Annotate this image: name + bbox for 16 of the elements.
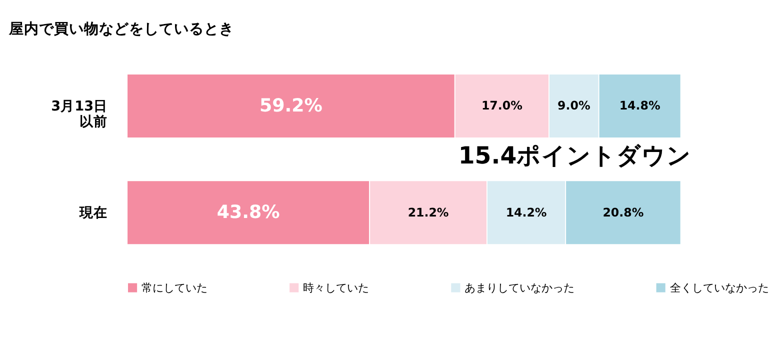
- data-label: 17.0%: [481, 98, 523, 113]
- data-label: 14.8%: [619, 98, 660, 113]
- legend-label: あまりしていなかった: [464, 281, 575, 294]
- data-label: 59.2%: [260, 95, 322, 116]
- legend-label: 全くしていなかった: [670, 281, 769, 294]
- chart-title: 屋内で買い物などをしているとき: [8, 20, 234, 38]
- y-tick-label: 現在: [78, 205, 108, 222]
- legend-label: 常にしていた: [142, 281, 208, 294]
- data-label: 21.2%: [408, 205, 449, 220]
- data-label: 43.8%: [216, 202, 280, 224]
- data-label: 9.0%: [558, 98, 590, 113]
- annotation: 15.4ポイントダウン: [458, 141, 692, 170]
- data-label: 20.8%: [602, 205, 644, 220]
- data-label: 14.2%: [506, 205, 547, 220]
- y-tick-label: 3月13日以前: [51, 98, 108, 130]
- legend-label: 時々していた: [303, 281, 370, 294]
